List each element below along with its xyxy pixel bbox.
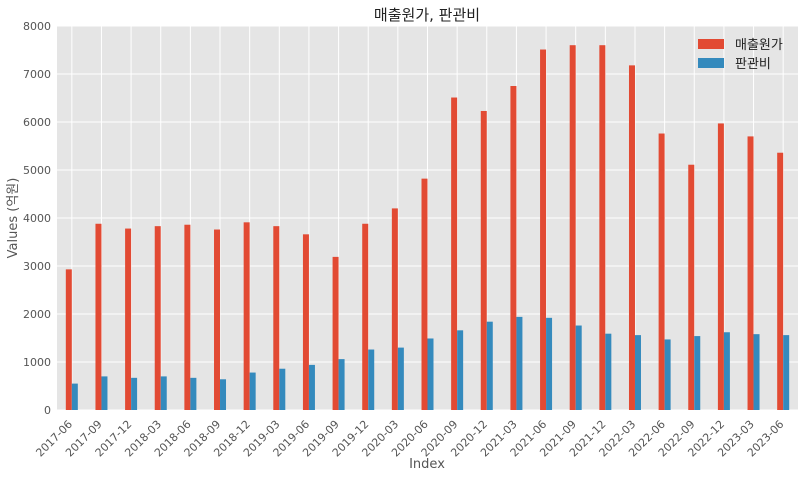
x-axis-label: Index	[409, 457, 445, 472]
bar-series-0	[154, 226, 161, 410]
legend-label-series-1: 판관비	[735, 57, 771, 72]
bar-series-1	[308, 364, 315, 410]
y-axis-label: Values (억원)	[6, 178, 21, 259]
legend: 매출원가 판관비	[698, 38, 783, 72]
bar-series-1	[516, 316, 523, 410]
y-tick-label: 3000	[23, 260, 51, 273]
bar-series-1	[546, 317, 553, 410]
bar-series-1	[664, 339, 671, 410]
bar-series-1	[634, 335, 641, 410]
bar-series-0	[540, 49, 547, 411]
bar-series-1	[783, 335, 790, 410]
bar-series-1	[249, 372, 256, 410]
y-tick-label: 0	[44, 404, 51, 417]
bars	[65, 45, 790, 411]
bar-series-0	[362, 223, 369, 410]
y-tick-label: 2000	[23, 308, 51, 321]
y-tick-label: 6000	[23, 116, 51, 129]
bar-series-1	[457, 330, 464, 410]
bar-series-0	[214, 229, 221, 410]
bar-series-0	[658, 133, 665, 410]
bar-series-1	[71, 383, 78, 410]
bar-series-0	[569, 45, 576, 410]
bar-series-0	[184, 224, 191, 410]
bar-series-0	[747, 136, 754, 410]
bar-series-1	[279, 368, 286, 410]
y-tick-label: 4000	[23, 212, 51, 225]
bar-series-0	[243, 222, 250, 410]
legend-label-series-0: 매출원가	[735, 38, 783, 53]
bar-series-0	[391, 208, 398, 410]
bar-series-0	[421, 178, 428, 410]
bar-series-1	[368, 349, 375, 410]
y-tick-label: 7000	[23, 68, 51, 81]
bar-series-0	[717, 123, 724, 410]
bar-series-1	[101, 376, 108, 410]
bar-series-0	[125, 228, 132, 410]
bar-series-1	[605, 333, 612, 410]
y-tick-label: 5000	[23, 164, 51, 177]
bar-series-1	[190, 377, 197, 410]
bar-series-0	[65, 269, 72, 410]
bar-series-0	[95, 223, 102, 410]
y-tick-label: 1000	[23, 356, 51, 369]
bar-series-1	[160, 376, 167, 410]
y-tick-label: 8000	[23, 20, 51, 33]
legend-swatch-series-1	[698, 58, 724, 68]
y-axis-ticks: 0 1000 2000 3000 4000 5000 6000 7000 8000	[23, 20, 51, 417]
bar-series-0	[777, 152, 784, 410]
bar-series-0	[302, 234, 309, 410]
bar-series-1	[131, 377, 138, 410]
bar-series-1	[427, 338, 434, 410]
bar-series-1	[220, 379, 227, 410]
bar-series-0	[332, 256, 339, 410]
bar-series-1	[753, 334, 760, 410]
bar-series-0	[628, 65, 635, 411]
legend-swatch-series-0	[698, 39, 724, 49]
bar-series-0	[510, 86, 517, 410]
bar-series-1	[486, 321, 493, 410]
chart-title: 매출원가, 판관비	[374, 6, 480, 24]
x-axis-ticks: 2017-062017-092017-122018-032018-062018-…	[33, 418, 786, 460]
bar-series-1	[723, 332, 730, 410]
bar-series-1	[338, 359, 345, 410]
bar-series-1	[694, 336, 701, 410]
bar-series-0	[273, 226, 280, 410]
bar-series-0	[451, 97, 458, 411]
bar-series-0	[688, 164, 695, 410]
bar-series-0	[480, 110, 487, 411]
bar-series-1	[575, 325, 582, 410]
bar-series-1	[397, 347, 404, 410]
bar-series-0	[599, 45, 606, 410]
